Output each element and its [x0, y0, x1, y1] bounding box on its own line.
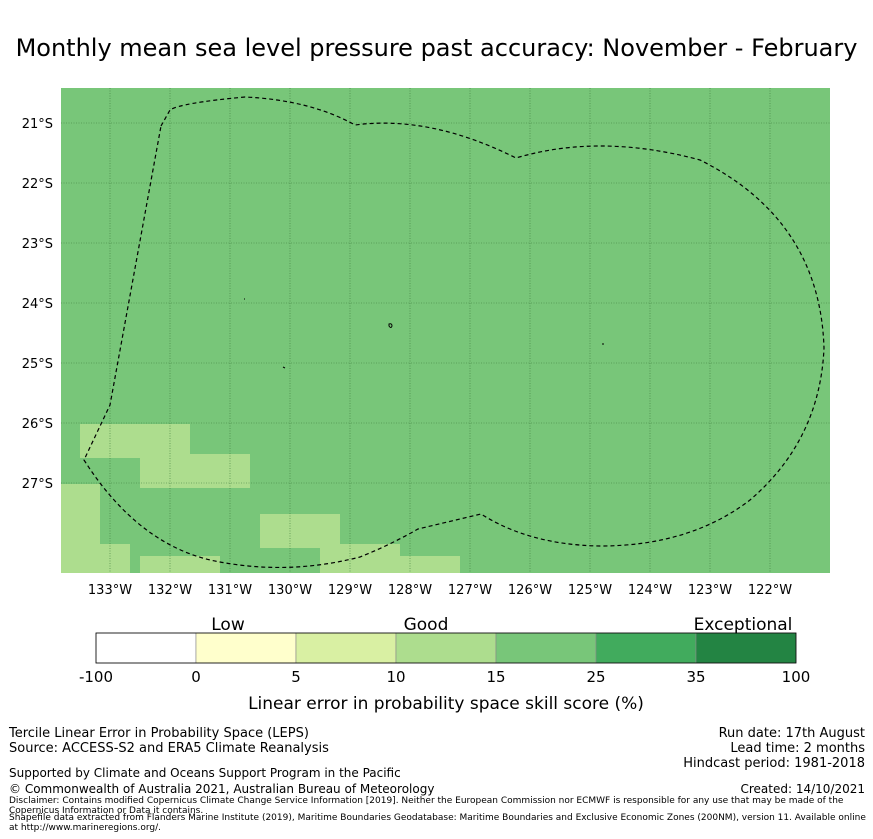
colorbar-label-low: Low: [211, 615, 245, 635]
latitude-tick-label: 27°S: [22, 477, 53, 492]
longitude-tick-label: 126°W: [508, 583, 552, 598]
longitude-tick-label: 127°W: [448, 583, 492, 598]
footer-source: Source: ACCESS-S2 and ERA5 Climate Reana…: [9, 741, 329, 756]
skill-background: [61, 88, 830, 573]
latitude-tick-label: 25°S: [22, 357, 53, 372]
longitude-tick-label: 132°W: [148, 583, 192, 598]
colorbar-segment: [495, 632, 597, 664]
colorbar-segment: [395, 632, 497, 664]
island-marker: [282, 366, 286, 369]
footer-copyright: © Commonwealth of Australia 2021, Austra…: [9, 782, 435, 796]
skill-cell: [170, 556, 220, 573]
colorbar-title: Linear error in probability space skill …: [248, 694, 644, 714]
colorbar: -100 0 5 10 15 25 35 100 Low Good Exceptional L…: [79, 615, 810, 714]
longitude-tick-label: 128°W: [388, 583, 432, 598]
latitude-tick-label: 21°S: [22, 117, 53, 132]
latitude-tick-label: 24°S: [22, 297, 53, 312]
colorbar-tick-label: 25: [586, 668, 605, 686]
colorbar-segment: [95, 632, 197, 664]
colorbar-segment: [595, 632, 697, 664]
colorbar-boxes: [95, 632, 797, 664]
skill-cell: [61, 514, 100, 548]
latitude-tick-label: 23°S: [22, 237, 53, 252]
colorbar-tick-label: 10: [386, 668, 405, 686]
longitude-tick-label: 130°W: [268, 583, 312, 598]
footer-disclaimer: Disclaimer: Contains modified Copernicus…: [9, 796, 844, 816]
map-panel: [61, 88, 830, 573]
skill-patches: [61, 424, 460, 573]
longitude-tick-label: 124°W: [628, 583, 672, 598]
latitude-tick-label: 26°S: [22, 417, 53, 432]
longitude-tick-label: 133°W: [88, 583, 132, 598]
longitude-tick-label: 122°W: [748, 583, 792, 598]
longitude-tick-label: 123°W: [688, 583, 732, 598]
longitude-labels: 133°W 132°W 131°W 130°W 129°W 128°W 127°W 126°W…: [88, 583, 792, 598]
colorbar-label-exceptional: Exceptional: [694, 615, 793, 635]
colorbar-ticks: -100 0 5 10 15 25 35 100: [79, 668, 810, 686]
colorbar-outline: [95, 632, 797, 664]
map-title: Monthly mean sea level pressure past acc…: [15, 34, 858, 62]
colorbar-tick-label: 100: [782, 668, 811, 686]
footer-lead-time: Lead time: 2 months: [730, 741, 865, 756]
colorbar-tick-label: 5: [291, 668, 301, 686]
colorbar-segment: [695, 632, 797, 664]
colorbar-segment: [295, 632, 397, 664]
gridlines: [61, 88, 830, 573]
footer-method: Tercile Linear Error in Probability Spac…: [9, 726, 309, 741]
footer-shapefile: Shapefile data extracted from Flanders M…: [9, 813, 866, 833]
colorbar-tick-label: 35: [686, 668, 705, 686]
skill-cell: [61, 544, 100, 573]
skill-cell: [61, 484, 100, 518]
longitude-tick-label: 131°W: [208, 583, 252, 598]
colorbar-label-good: Good: [404, 615, 449, 635]
longitude-tick-label: 125°W: [568, 583, 612, 598]
footer-created: Created: 14/10/2021: [740, 782, 865, 796]
footer-supported-by: Supported by Climate and Oceans Support …: [9, 766, 401, 780]
colorbar-tick-label: 0: [191, 668, 201, 686]
footer-run-date: Run date: 17th August: [718, 726, 865, 741]
skill-cell: [290, 514, 340, 548]
latitude-tick-label: 22°S: [22, 177, 53, 192]
footer-hindcast: Hindcast period: 1981-2018: [683, 756, 865, 771]
colorbar-segment: [195, 632, 297, 664]
longitude-tick-label: 129°W: [328, 583, 372, 598]
island-marker: [388, 323, 393, 328]
colorbar-tick-label: -100: [79, 668, 113, 686]
colorbar-tick-label: 15: [486, 668, 505, 686]
skill-cell: [200, 454, 250, 488]
latitude-labels: 21°S 22°S 23°S 24°S 25°S 26°S 27°S: [22, 117, 53, 492]
skill-cell: [410, 556, 460, 573]
eez-boundary: [83, 96, 825, 569]
skill-cell: [140, 424, 190, 458]
